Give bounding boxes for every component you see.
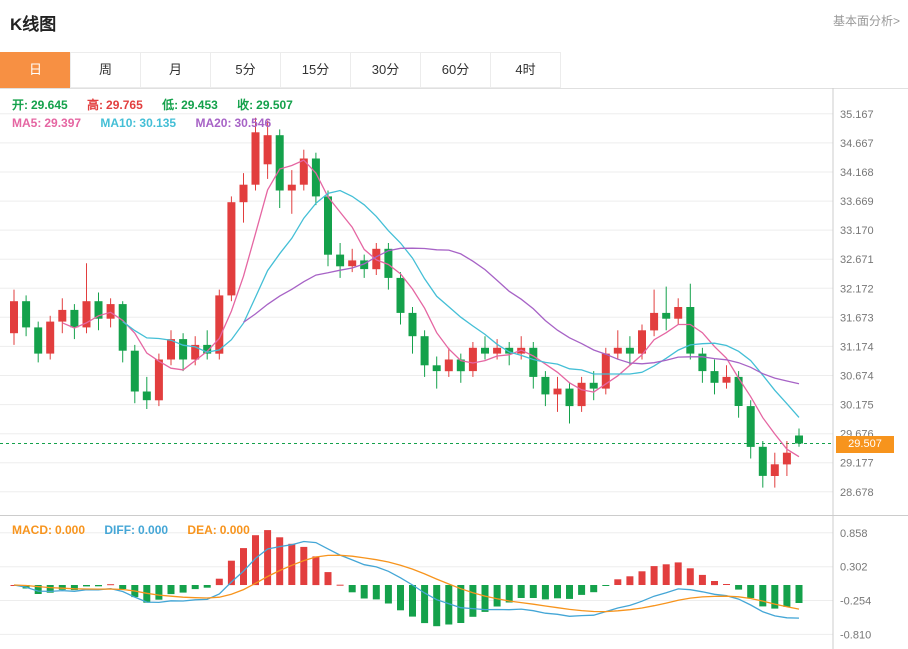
current-price-tag: 29.507 <box>836 436 894 453</box>
svg-text:32.671: 32.671 <box>840 254 874 266</box>
page-title: K线图 <box>10 15 57 34</box>
svg-text:34.667: 34.667 <box>840 138 874 150</box>
fundamental-analysis-link[interactable]: 基本面分析> <box>832 14 900 28</box>
macd-chart[interactable]: 0.858 0.302 -0.254 -0.810 <box>0 515 908 649</box>
svg-text:30.674: 30.674 <box>840 371 874 383</box>
svg-text:0.302: 0.302 <box>840 562 868 574</box>
candlestick-chart[interactable]: 35.167 34.667 34.168 33.669 33.170 32.671 32.1… <box>0 88 908 515</box>
period-tabs: 日周月 5分 15分 30分 60分 4时 <box>0 52 908 88</box>
svg-text:32.172: 32.172 <box>840 283 874 295</box>
svg-text:33.669: 33.669 <box>840 196 874 208</box>
tab-30min[interactable]: 30分 <box>350 52 421 88</box>
tab-5min[interactable]: 5分 <box>210 52 281 88</box>
main-chart-panel: 35.167 34.667 34.168 33.669 33.170 32.671 32.1… <box>0 88 908 515</box>
svg-text:-0.254: -0.254 <box>840 596 871 608</box>
svg-text:0.858: 0.858 <box>840 528 868 540</box>
tab-week[interactable]: 周 <box>70 52 141 88</box>
tab-4hour[interactable]: 4时 <box>490 52 561 88</box>
svg-text:31.673: 31.673 <box>840 312 874 324</box>
svg-text:35.167: 35.167 <box>840 109 874 121</box>
tab-month[interactable]: 月 <box>140 52 211 88</box>
macd-panel: 0.858 0.302 -0.254 -0.810 MACD: 0.000 DIFF: 0… <box>0 515 908 649</box>
svg-text:31.174: 31.174 <box>840 341 874 353</box>
tab-60min[interactable]: 60分 <box>420 52 491 88</box>
svg-text:34.168: 34.168 <box>840 167 874 179</box>
svg-text:28.678: 28.678 <box>840 487 874 499</box>
svg-text:30.175: 30.175 <box>840 400 874 412</box>
header: K线图 基本面分析> <box>0 0 908 52</box>
tab-15min[interactable]: 15分 <box>280 52 351 88</box>
tab-day[interactable]: 日 <box>0 52 71 88</box>
svg-text:-0.810: -0.810 <box>840 629 871 641</box>
svg-text:33.170: 33.170 <box>840 225 874 237</box>
svg-text:29.177: 29.177 <box>840 458 874 470</box>
